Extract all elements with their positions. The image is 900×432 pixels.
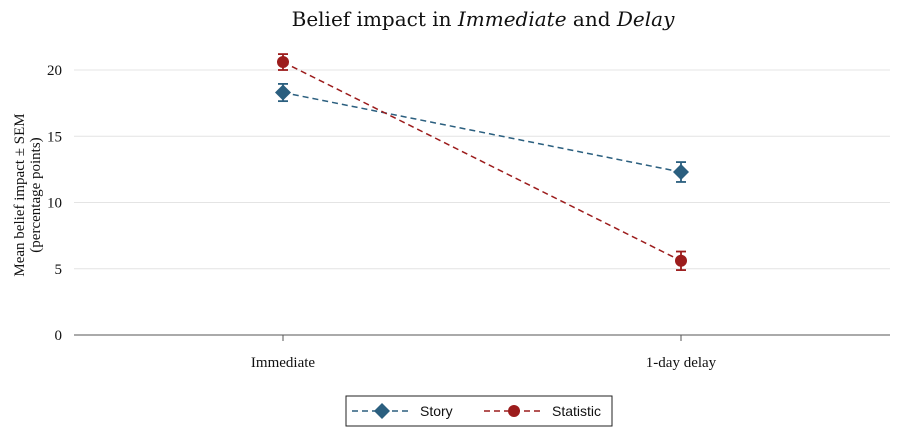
statistic-point-0 [277,56,289,69]
y-axis-label: Mean belief impact ± SEM (percentage poi… [12,113,44,276]
y-axis-label-line-2: (percentage points) [28,137,44,252]
legend-box [345,395,613,427]
story-point-0 [275,84,291,101]
legend: Story Statistic [345,395,613,427]
y-tick-label-20: 20 [47,63,62,79]
title-part-0: Belief impact in [292,7,458,31]
statistic-line [282,61,682,262]
y-tick-label-0: 0 [55,328,63,344]
legend-statistic-label: Statistic [552,403,601,419]
title-part-2: and [567,7,617,31]
legend-story-label: Story [420,403,453,419]
title-part-3: Delay [616,7,675,31]
legend-story-marker [374,403,390,419]
axes: 0 5 10 15 20 Immediate 1-day delay [47,63,890,371]
story-point-1 [673,164,689,181]
story-line [282,91,682,173]
statistic-point-1 [675,254,687,267]
legend-statistic-marker [508,405,520,417]
x-tick-label-1: 1-day delay [646,355,717,371]
x-tick-label-0: Immediate [251,355,315,371]
chart-title: Belief impact in Immediate and Delay [292,7,675,31]
y-tick-label-5: 5 [55,262,63,278]
series-layer [275,53,689,271]
gridlines [74,69,890,270]
y-tick-label-10: 10 [47,196,62,212]
title-part-1: Immediate [457,7,567,31]
y-tick-label-15: 15 [47,129,62,145]
y-axis-label-line-1: Mean belief impact ± SEM [12,113,28,276]
